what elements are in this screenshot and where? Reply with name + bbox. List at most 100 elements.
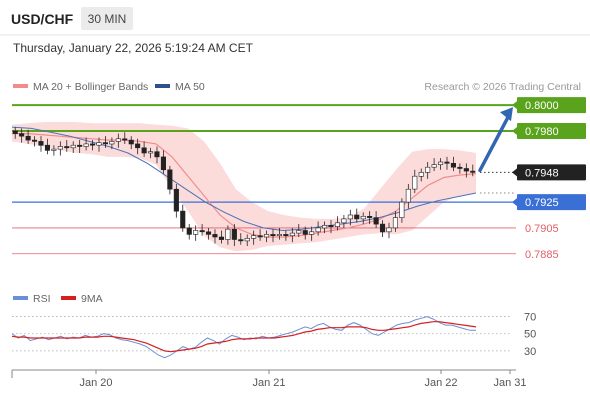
- level-label-0-7925-bg: [517, 194, 586, 211]
- level-label-0-8000-box: 0.8000: [512, 97, 586, 114]
- candle: [135, 143, 141, 149]
- candle: [218, 236, 224, 240]
- candle: [57, 146, 63, 150]
- time-tick-label: Jan 20: [79, 377, 112, 389]
- symbol-title: USD/CHF: [11, 11, 74, 27]
- candle: [315, 227, 321, 233]
- candle: [90, 143, 96, 146]
- ma20-line: [12, 133, 477, 238]
- candle: [341, 218, 347, 224]
- candle: [444, 161, 450, 164]
- candle: [418, 172, 424, 177]
- candle: [405, 188, 411, 203]
- candle: [115, 138, 121, 142]
- level-label-0-7925: 0.7925: [525, 197, 559, 209]
- candle: [225, 228, 231, 240]
- candle: [231, 228, 237, 240]
- rsi-tick-50: 50: [524, 329, 536, 341]
- candle: [263, 234, 270, 238]
- candle: [302, 230, 308, 235]
- candle: [186, 227, 192, 235]
- candle: [392, 217, 399, 229]
- level-label-0-7948-box: 0.7948: [512, 164, 586, 181]
- candle: [289, 232, 295, 237]
- rsi-tick-70: 70: [524, 312, 536, 324]
- candle: [367, 216, 373, 218]
- attribution: Research © 2026 Trading Central: [424, 81, 581, 93]
- candle: [206, 231, 212, 235]
- price-chart: 0.8000 0.7980 0.7948 0.7925 0.7905 0.7885: [11, 97, 586, 261]
- candle: [276, 234, 283, 236]
- candle: [296, 230, 302, 234]
- candle: [437, 161, 444, 165]
- time-tick-label: Jan 21: [252, 377, 285, 389]
- level-label-0-7885: 0.7885: [525, 249, 559, 261]
- candle: [212, 234, 218, 238]
- candle: [334, 222, 341, 228]
- bollinger-band: [12, 122, 476, 252]
- ma50-legend-label: MA 50: [175, 81, 205, 93]
- candle: [321, 225, 328, 229]
- candle: [328, 225, 334, 227]
- candle: [96, 142, 102, 146]
- level-label-0-7948-bg: [517, 164, 586, 181]
- candle: [44, 144, 51, 151]
- time-tick-label: Jan 31: [493, 377, 526, 389]
- level-label-0-7905: 0.7905: [525, 223, 559, 235]
- level-label-0-7980: 0.7980: [525, 126, 559, 138]
- candle: [167, 169, 173, 190]
- candle: [154, 151, 160, 158]
- candle: [457, 166, 463, 169]
- candle: [373, 217, 379, 225]
- candle: [70, 144, 76, 149]
- rsi-tick-30: 30: [524, 346, 536, 358]
- level-label-0-7948: 0.7948: [525, 167, 559, 179]
- candle: [257, 235, 263, 238]
- candle: [244, 238, 250, 242]
- candle: [270, 234, 276, 236]
- candle: [77, 144, 83, 147]
- candle: [347, 214, 353, 220]
- candle: [109, 141, 115, 145]
- candle: [64, 146, 70, 149]
- candle: [399, 201, 405, 218]
- candle: [470, 170, 476, 173]
- candle: [128, 139, 134, 145]
- candle: [463, 168, 469, 172]
- level-label-0-7925-pointer: [512, 198, 517, 207]
- level-label-0-7980-bg: [517, 123, 586, 140]
- candle: [283, 234, 289, 236]
- candle: [238, 239, 244, 242]
- candle: [160, 156, 166, 171]
- level-label-0-8000-pointer: [512, 101, 517, 110]
- candle: [180, 210, 186, 229]
- rsi-legend-label: RSI: [33, 293, 51, 305]
- candle: [450, 163, 457, 168]
- rsi-ma-line: [11, 321, 477, 353]
- time-tick-label: Jan 22: [424, 377, 457, 389]
- candle: [25, 135, 31, 141]
- rsi-ma-legend-label: 9MA: [81, 293, 103, 305]
- level-label-0-8000: 0.8000: [525, 100, 559, 112]
- candle: [386, 227, 392, 233]
- timeframe-label: 30 MIN: [88, 12, 127, 26]
- candle: [309, 231, 315, 235]
- level-label-0-7980-box: 0.7980: [512, 123, 586, 140]
- candle: [122, 138, 128, 141]
- candle: [83, 143, 89, 147]
- candle: [431, 164, 437, 168]
- ma50-line: [11, 126, 477, 232]
- timeframe-badge[interactable]: 30 MIN: [81, 7, 133, 30]
- candle: [379, 223, 386, 233]
- candle: [425, 166, 431, 173]
- forecast-arrow-head: [500, 107, 513, 122]
- candle: [148, 151, 154, 154]
- candle: [19, 133, 25, 137]
- level-label-0-8000-bg: [517, 97, 586, 114]
- candle: [51, 148, 57, 151]
- candle: [360, 216, 366, 220]
- forecast-arrow-shaft: [478, 115, 510, 173]
- candle: [412, 175, 418, 190]
- ma20-legend-label: MA 20 + Bollinger Bands: [33, 81, 148, 93]
